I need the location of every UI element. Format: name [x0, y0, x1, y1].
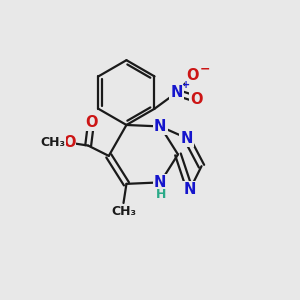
- Text: O: O: [85, 115, 98, 130]
- Text: −: −: [199, 63, 210, 76]
- Text: N: N: [154, 175, 167, 190]
- Text: N: N: [184, 182, 196, 197]
- Text: H: H: [156, 188, 166, 201]
- Text: O: O: [190, 92, 203, 106]
- Text: CH₃: CH₃: [111, 205, 136, 218]
- Text: O: O: [187, 68, 199, 83]
- Text: N: N: [154, 119, 167, 134]
- Text: N: N: [181, 131, 193, 146]
- Text: CH₃: CH₃: [40, 136, 65, 149]
- Text: O: O: [63, 135, 75, 150]
- Text: +: +: [182, 80, 190, 90]
- Text: N: N: [170, 85, 183, 100]
